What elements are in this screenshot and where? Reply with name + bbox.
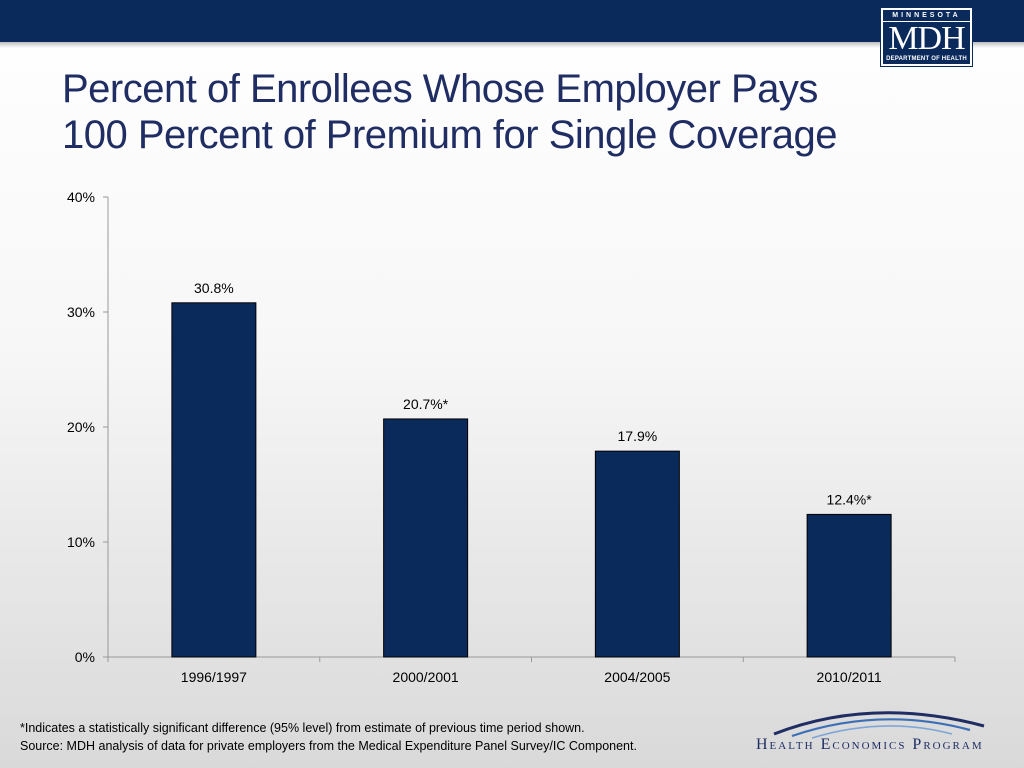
bar-data-label: 20.7%*: [403, 396, 449, 412]
health-economics-program-logo: Health Economics Program: [752, 700, 1008, 758]
header-bar: [0, 0, 1024, 48]
y-tick-label: 40%: [67, 189, 95, 205]
mdh-logo: MINNESOTA MDH DEPARTMENT OF HEALTH: [880, 7, 973, 67]
slide-title-line-1: Percent of Enrollees Whose Employer Pays: [62, 67, 818, 111]
bar-data-label: 17.9%: [618, 428, 658, 444]
x-category-label: 2010/2011: [817, 669, 882, 685]
bar: [171, 302, 257, 658]
bar-data-label: 30.8%: [194, 280, 234, 296]
arc-icon: [773, 711, 985, 739]
bar-chart: 0% 10% 20% 30% 40% 30.8% 1996/1997 20.7%* 2000/2…: [67, 189, 956, 685]
bar: [383, 418, 469, 658]
footnote-source: Source: MDH analysis of data for private…: [20, 739, 637, 753]
footnote: *Indicates a statistically significant d…: [20, 719, 760, 755]
x-category-label: 2000/2001: [393, 669, 459, 685]
logo-state-text: MINNESOTA: [883, 10, 970, 21]
bar: [806, 513, 892, 658]
x-category-label: 1996/1997: [181, 669, 247, 685]
footnote-significance: *Indicates a statistically significant d…: [20, 721, 585, 735]
bar-data-label: 12.4%*: [827, 491, 873, 507]
slide-title: Percent of Enrollees Whose Employer Pays…: [62, 66, 942, 158]
bar: [594, 450, 680, 658]
y-tick-label: 10%: [67, 534, 95, 550]
x-category-label: 2004/2005: [604, 669, 670, 685]
y-tick-label: 0%: [75, 649, 95, 665]
y-tick-label: 20%: [67, 419, 95, 435]
y-tick-label: 30%: [67, 304, 95, 320]
logo-department-text: DEPARTMENT OF HEALTH: [883, 55, 970, 64]
program-name: Health Economics Program: [756, 736, 984, 753]
logo-mdh-text: MDH: [883, 22, 970, 56]
slide-title-line-2: 100 Percent of Premium for Single Covera…: [62, 113, 837, 157]
